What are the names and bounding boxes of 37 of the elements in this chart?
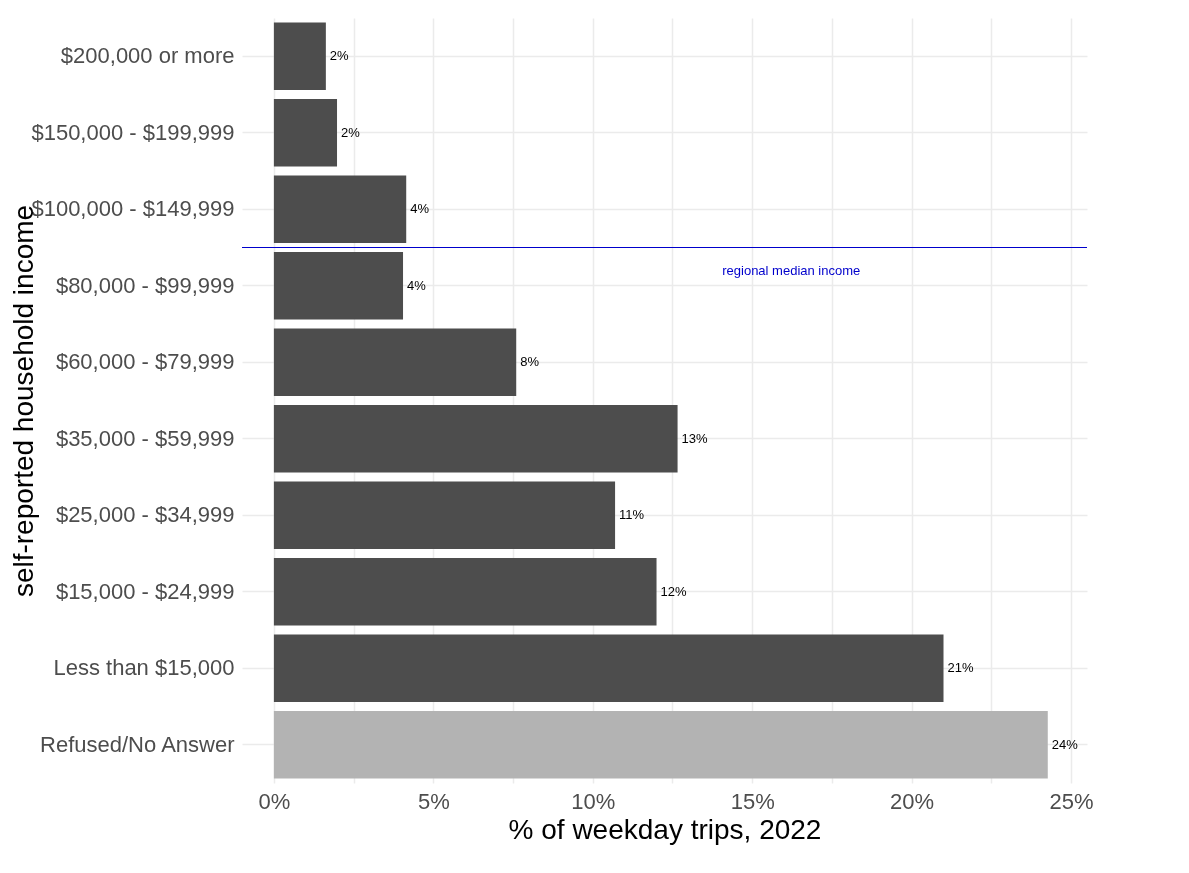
- bar: [273, 711, 1048, 779]
- x-tick-label: 5%: [417, 788, 450, 814]
- data-label: 24%: [1051, 736, 1079, 752]
- data-label: 13%: [681, 430, 709, 446]
- bar: [273, 328, 517, 396]
- y-tick-label: $35,000 - $59,999: [55, 425, 235, 451]
- ref-line-label: regional median income: [722, 262, 861, 278]
- y-tick-label: $200,000 or more: [60, 43, 235, 69]
- x-tick-label: 0%: [258, 788, 291, 814]
- data-label: 2%: [341, 124, 361, 140]
- y-tick-label: $15,000 - $24,999: [55, 578, 235, 604]
- y-tick-label: $150,000 - $199,999: [31, 119, 235, 145]
- data-label: 4%: [407, 277, 427, 293]
- data-label: 12%: [660, 583, 687, 599]
- data-label: 8%: [520, 354, 540, 370]
- y-tick-label: $80,000 - $99,999: [55, 272, 235, 298]
- y-tick-label: $25,000 - $34,999: [55, 502, 235, 528]
- x-tick-label: 20%: [890, 788, 935, 814]
- x-tick-label: 10%: [571, 788, 616, 814]
- bar: [273, 175, 407, 243]
- data-label: 2%: [329, 48, 350, 64]
- x-axis-title: % of weekday trips, 2022: [508, 813, 822, 845]
- bar: [273, 99, 338, 167]
- x-tick-label: 15%: [730, 788, 775, 814]
- bar: [273, 252, 404, 320]
- data-label: 11%: [619, 507, 645, 523]
- bar: [273, 558, 657, 626]
- bar: [273, 405, 678, 473]
- y-tick-label: Refused/No Answer: [40, 731, 235, 757]
- y-tick-label: $60,000 - $79,999: [55, 349, 235, 375]
- data-label: 21%: [947, 660, 974, 676]
- bar: [273, 481, 616, 549]
- bar: [273, 22, 326, 90]
- data-label: 4%: [410, 201, 430, 217]
- x-tick-label: 25%: [1049, 788, 1094, 814]
- y-tick-label: Less than $15,000: [53, 655, 235, 681]
- bar: [273, 634, 944, 702]
